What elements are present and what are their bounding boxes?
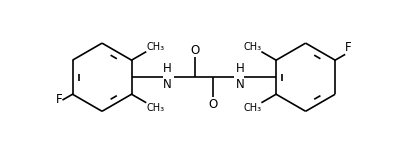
Text: N: N [163, 78, 172, 91]
Text: CH₃: CH₃ [243, 42, 261, 52]
Text: O: O [190, 44, 200, 57]
Text: CH₃: CH₃ [147, 103, 165, 113]
Text: H: H [236, 61, 244, 75]
Text: N: N [236, 78, 244, 91]
Text: F: F [56, 93, 62, 106]
Text: H: H [163, 61, 172, 75]
Text: F: F [345, 41, 352, 54]
Text: CH₃: CH₃ [243, 103, 261, 113]
Text: O: O [208, 98, 217, 111]
Text: CH₃: CH₃ [147, 42, 165, 52]
